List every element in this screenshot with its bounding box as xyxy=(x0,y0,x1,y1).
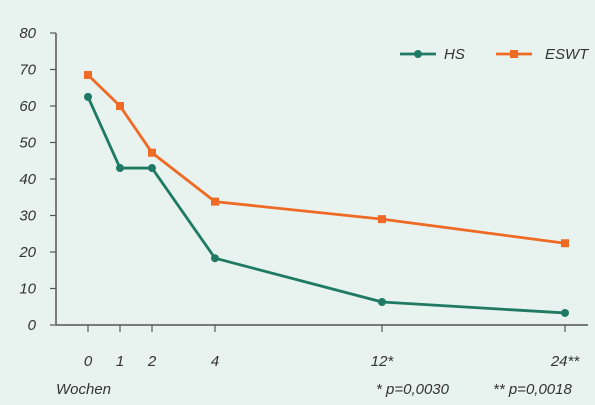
x-tick-label: 12* xyxy=(371,353,395,370)
y-tick-label: 10 xyxy=(19,281,36,298)
series-line-eswt xyxy=(87,73,566,245)
legend-label-eswt: ESWT xyxy=(545,46,590,63)
data-point-hs xyxy=(378,298,386,307)
y-tick-label: 0 xyxy=(28,317,37,334)
y-tick-label: 50 xyxy=(19,135,36,152)
y-tick-label: 20 xyxy=(18,244,36,261)
legend-marker-hs xyxy=(414,50,422,58)
series-layer xyxy=(84,70,569,317)
data-point-hs xyxy=(148,164,156,173)
x-tick-label: 2 xyxy=(147,353,157,370)
data-point-eswt xyxy=(148,148,156,157)
y-tick-label: 60 xyxy=(19,98,36,115)
significance-note-2: ** p=0,0018 xyxy=(493,381,572,398)
x-tick-label: 0 xyxy=(84,353,93,370)
series-line-hs xyxy=(86,96,566,315)
data-point-eswt xyxy=(561,239,569,248)
data-point-eswt xyxy=(116,102,124,110)
legend: HS ESWT xyxy=(400,46,590,63)
y-tick-label: 40 xyxy=(19,171,36,188)
x-axis-label: Wochen xyxy=(56,381,111,398)
data-point-hs xyxy=(561,308,569,317)
data-point-hs xyxy=(84,92,92,101)
data-point-hs xyxy=(211,254,219,263)
y-tick-label: 30 xyxy=(19,208,36,225)
legend-marker-eswt xyxy=(510,50,518,58)
legend-label-hs: HS xyxy=(444,46,465,63)
x-tick-label: 4 xyxy=(211,353,219,370)
y-tick-label: 80 xyxy=(19,25,36,42)
significance-note-1: * p=0,0030 xyxy=(376,381,450,398)
data-point-eswt xyxy=(378,215,386,224)
x-tick-label: 1 xyxy=(116,353,124,370)
data-point-hs xyxy=(116,164,124,173)
y-tick-label: 70 xyxy=(19,62,36,79)
data-point-eswt xyxy=(84,70,92,79)
x-tick-label: 24** xyxy=(550,353,581,370)
axes-layer: 0 10 20 30 40 50 60 70 80 0 1 2 4 12* 24** xyxy=(18,25,588,370)
data-point-eswt xyxy=(211,197,219,206)
